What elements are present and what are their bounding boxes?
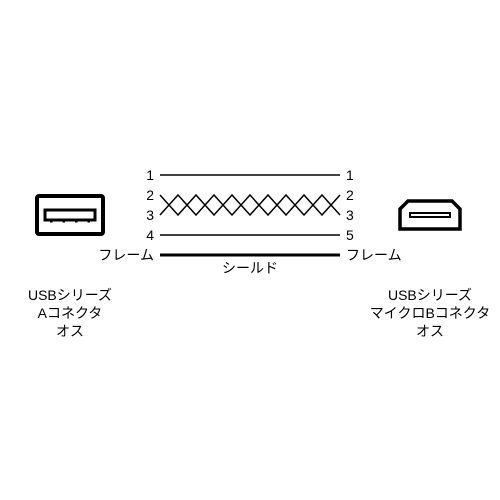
twisted-pair-b <box>160 195 340 215</box>
pin-num-right: 5 <box>346 227 354 243</box>
usb-a-label: Aコネクタ <box>38 305 103 321</box>
shield-label: シールド <box>222 260 278 276</box>
usb-a-label: USBシリーズ <box>28 287 112 303</box>
pin-num-left: 1 <box>146 167 154 183</box>
pin-num-left: フレーム <box>98 247 154 263</box>
usb-microb-icon <box>400 201 460 229</box>
pin-num-left: 3 <box>146 207 154 223</box>
usb-microb-label: オス <box>416 323 444 339</box>
usb-a-label: オス <box>56 323 84 339</box>
usb-microb-label: USBシリーズ <box>388 287 472 303</box>
pin-num-right: フレーム <box>346 247 402 263</box>
pin-num-right: 1 <box>346 167 354 183</box>
pin-num-right: 2 <box>346 187 354 203</box>
pin-num-left: 2 <box>146 187 154 203</box>
pin-num-left: 4 <box>146 227 154 243</box>
pin-num-right: 3 <box>346 207 354 223</box>
usb-microb-label: マイクロBコネクタ <box>370 305 491 321</box>
pinout-diagram: 1 1 2 2 3 3 4 5 フレーム フレームシールド USBシリーズ Aコネクタオス USBシリー… <box>0 0 500 500</box>
usb-a-icon <box>37 196 103 234</box>
